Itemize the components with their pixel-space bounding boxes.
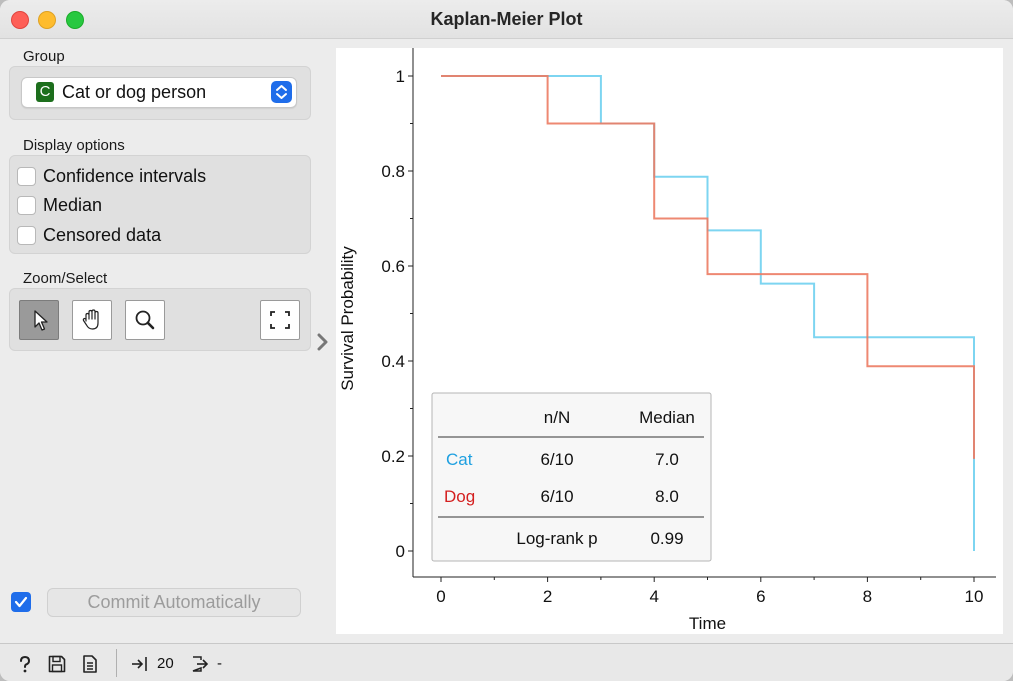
pointer-tool-button[interactable]: [19, 300, 59, 340]
input-arrow-icon: [132, 657, 147, 671]
chevron-right-icon: [317, 333, 328, 351]
table-row-dog-median: 8.0: [655, 487, 679, 506]
categorical-variable-icon: C: [36, 82, 54, 102]
log-rank-label: Log-rank p: [516, 529, 597, 548]
x-tick-label: 4: [649, 587, 658, 606]
output-count: -: [217, 655, 222, 672]
censored-data-label: Censored data: [43, 225, 162, 245]
table-row-cat-nN: 6/10: [540, 450, 573, 469]
summary-table: n/N Median Cat 6/10 7.0 Dog 6/10 8.0 Log…: [431, 392, 712, 562]
table-row-dog-label: Dog: [444, 487, 475, 506]
summary-table-background: [431, 392, 712, 562]
save-image-button[interactable]: [47, 654, 67, 679]
display-options-label: Display options: [23, 137, 125, 154]
y-tick-label: 0.8: [381, 162, 405, 181]
maximize-window-button[interactable]: [66, 11, 84, 29]
reset-zoom-icon: [270, 311, 290, 329]
table-row-dog-nN: 6/10: [540, 487, 573, 506]
reset-zoom-button[interactable]: [260, 300, 300, 340]
plot-area[interactable]: 0 0.2 0.4 0.6 0.8 1 0 2 4 6 8 10 Time Survival Probab…: [336, 48, 1003, 634]
zoom-tool-button[interactable]: [125, 300, 165, 340]
save-icon: [48, 655, 66, 673]
output-arrow-icon: [192, 656, 209, 672]
median-label: Median: [43, 195, 103, 215]
y-tick-label: 0.2: [381, 447, 405, 466]
close-window-button[interactable]: [11, 11, 29, 29]
table-row-cat-label: Cat: [446, 450, 473, 469]
input-count: 20: [157, 655, 174, 672]
y-tick-label: 0.4: [381, 352, 405, 371]
censored-data-checkbox[interactable]: [17, 226, 36, 245]
x-tick-label: 8: [863, 587, 872, 606]
x-tick-label: 6: [756, 587, 765, 606]
titlebar: Kaplan-Meier Plot: [0, 0, 1013, 39]
x-tick-label: 0: [436, 587, 445, 606]
report-document-icon: [83, 655, 97, 673]
help-button[interactable]: [15, 654, 35, 679]
table-header-nN: n/N: [544, 408, 570, 427]
survival-curve-dog: [441, 75, 975, 459]
collapse-panel-handle[interactable]: [316, 333, 330, 356]
zoom-select-label: Zoom/Select: [23, 270, 108, 287]
window-title: Kaplan-Meier Plot: [430, 9, 583, 29]
table-header-median: Median: [639, 408, 695, 427]
y-tick-label: 0: [396, 542, 405, 561]
median-checkbox[interactable]: [17, 196, 36, 215]
status-bar: 20 -: [0, 643, 1013, 681]
y-axis-label: Survival Probability: [338, 246, 357, 391]
commit-automatically-checkbox[interactable]: [11, 592, 31, 612]
minimize-window-button[interactable]: [38, 11, 56, 29]
control-panel: Group C Cat or dog person Display option…: [0, 38, 328, 643]
help-icon: [20, 655, 31, 673]
zoom-magnifier-icon: [135, 310, 155, 330]
output-signal-indicator: [191, 654, 213, 679]
confidence-intervals-label: Confidence intervals: [43, 166, 207, 186]
y-tick-label: 0.6: [381, 257, 405, 276]
select-arrows-icon: [271, 81, 292, 103]
group-variable-value: Cat or dog person: [62, 82, 207, 102]
pointer-icon: [34, 310, 48, 331]
report-button[interactable]: [80, 654, 100, 679]
checkmark-icon: [14, 596, 28, 608]
status-divider: [116, 649, 117, 677]
group-variable-select[interactable]: C Cat or dog person: [21, 77, 297, 108]
x-axis-label: Time: [689, 614, 726, 633]
display-options-box: [9, 155, 311, 254]
x-tick-label: 10: [965, 587, 984, 606]
input-signal-indicator: [130, 654, 150, 679]
pan-tool-button[interactable]: [72, 300, 112, 340]
commit-automatically-button[interactable]: Commit Automatically: [47, 588, 301, 617]
y-tick-label: 1: [396, 67, 405, 86]
pan-hand-icon: [82, 309, 99, 330]
table-row-cat-median: 7.0: [655, 450, 679, 469]
survival-curves: [441, 75, 975, 551]
log-rank-value: 0.99: [650, 529, 683, 548]
confidence-intervals-checkbox[interactable]: [17, 167, 36, 186]
group-section-label: Group: [23, 48, 65, 65]
x-tick-label: 2: [543, 587, 552, 606]
